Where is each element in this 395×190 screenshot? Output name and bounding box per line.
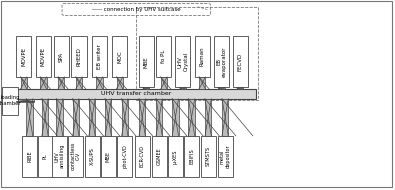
FancyBboxPatch shape — [139, 99, 145, 136]
FancyBboxPatch shape — [218, 87, 225, 89]
FancyBboxPatch shape — [112, 36, 127, 77]
FancyBboxPatch shape — [71, 36, 87, 77]
FancyBboxPatch shape — [152, 136, 167, 177]
FancyBboxPatch shape — [172, 99, 179, 136]
Text: PL: PL — [43, 153, 47, 159]
Text: phot-CVD: phot-CVD — [122, 144, 127, 168]
Text: MOVPE: MOVPE — [41, 47, 46, 66]
FancyBboxPatch shape — [188, 99, 195, 136]
Text: contactless
C-V: contactless C-V — [70, 142, 81, 170]
Text: fo PL: fo PL — [162, 50, 166, 63]
Text: RHEED: RHEED — [77, 47, 81, 66]
FancyBboxPatch shape — [26, 99, 33, 136]
FancyBboxPatch shape — [16, 36, 31, 77]
FancyBboxPatch shape — [101, 136, 116, 177]
FancyBboxPatch shape — [214, 36, 229, 87]
Text: UHV
Crystal: UHV Crystal — [177, 52, 188, 71]
Text: RIBE: RIBE — [27, 150, 32, 162]
Text: EB
evaporator: EB evaporator — [216, 47, 227, 77]
FancyBboxPatch shape — [117, 77, 123, 89]
Text: SPA: SPA — [59, 51, 64, 62]
FancyBboxPatch shape — [168, 136, 183, 177]
FancyBboxPatch shape — [156, 99, 162, 136]
FancyBboxPatch shape — [161, 77, 167, 89]
FancyBboxPatch shape — [96, 77, 103, 89]
FancyBboxPatch shape — [156, 36, 171, 77]
Text: GSMEE: GSMEE — [157, 147, 162, 165]
Text: MOVPE: MOVPE — [21, 47, 26, 66]
FancyBboxPatch shape — [73, 99, 79, 136]
FancyBboxPatch shape — [16, 89, 256, 99]
FancyBboxPatch shape — [233, 36, 248, 87]
FancyBboxPatch shape — [143, 87, 149, 89]
FancyBboxPatch shape — [122, 99, 128, 136]
Text: EBIFIS: EBIFIS — [189, 148, 194, 164]
Text: loading
chamber: loading chamber — [0, 96, 22, 106]
FancyBboxPatch shape — [21, 77, 27, 89]
FancyBboxPatch shape — [68, 136, 83, 177]
FancyBboxPatch shape — [195, 36, 210, 77]
FancyBboxPatch shape — [58, 77, 64, 89]
Text: μ-XES: μ-XES — [173, 149, 178, 164]
FancyBboxPatch shape — [184, 136, 199, 177]
FancyBboxPatch shape — [36, 36, 51, 77]
FancyBboxPatch shape — [139, 36, 154, 87]
FancyBboxPatch shape — [218, 136, 233, 177]
FancyBboxPatch shape — [199, 77, 205, 89]
FancyBboxPatch shape — [85, 136, 100, 177]
Text: UHV transfer chamber: UHV transfer chamber — [101, 91, 171, 96]
FancyBboxPatch shape — [175, 36, 190, 87]
Text: ECR-CVD: ECR-CVD — [140, 145, 145, 167]
Text: ----- connection by UHV suitcase: ----- connection by UHV suitcase — [92, 7, 181, 12]
FancyBboxPatch shape — [205, 99, 211, 136]
FancyBboxPatch shape — [105, 99, 111, 136]
FancyBboxPatch shape — [135, 136, 150, 177]
FancyBboxPatch shape — [222, 99, 228, 136]
FancyBboxPatch shape — [180, 87, 186, 89]
FancyBboxPatch shape — [42, 99, 48, 136]
FancyBboxPatch shape — [201, 136, 216, 177]
FancyBboxPatch shape — [56, 99, 63, 136]
Text: MBE: MBE — [144, 56, 149, 68]
FancyBboxPatch shape — [52, 136, 67, 177]
FancyBboxPatch shape — [92, 36, 107, 77]
FancyBboxPatch shape — [76, 77, 82, 89]
Text: MBE: MBE — [106, 151, 111, 162]
FancyBboxPatch shape — [38, 136, 53, 177]
Text: UHV
annisiling: UHV annisiling — [54, 144, 65, 169]
FancyBboxPatch shape — [40, 77, 47, 89]
FancyBboxPatch shape — [237, 87, 243, 89]
Text: MOC: MOC — [117, 50, 122, 63]
FancyBboxPatch shape — [62, 3, 211, 16]
FancyBboxPatch shape — [117, 136, 132, 177]
Text: FECVD: FECVD — [238, 53, 243, 71]
FancyBboxPatch shape — [18, 99, 34, 102]
Text: STMSTS: STMSTS — [206, 146, 211, 166]
FancyBboxPatch shape — [2, 87, 18, 115]
FancyBboxPatch shape — [54, 36, 69, 77]
Text: Raman: Raman — [200, 47, 205, 66]
Text: X-SUPS: X-SUPS — [90, 147, 94, 165]
FancyBboxPatch shape — [89, 99, 95, 136]
FancyBboxPatch shape — [22, 136, 37, 177]
Text: EB writer: EB writer — [97, 44, 102, 69]
Text: metal
depositor: metal depositor — [220, 144, 231, 168]
